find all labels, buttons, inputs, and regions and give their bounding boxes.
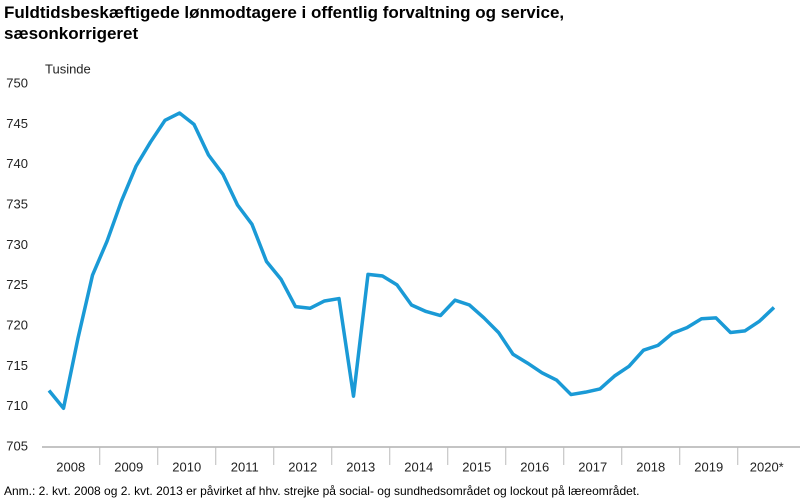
y-tick-label: 735 bbox=[6, 196, 28, 211]
x-tick-label: 2019 bbox=[694, 459, 723, 474]
x-tick-label: 2013 bbox=[346, 459, 375, 474]
x-tick-label: 2018 bbox=[636, 459, 665, 474]
note: Anm.: 2. kvt. 2008 og 2. kvt. 2013 er på… bbox=[4, 484, 640, 498]
y-tick-label: 720 bbox=[6, 317, 28, 332]
y-tick-label: 705 bbox=[6, 438, 28, 453]
y-tick-label: 750 bbox=[6, 75, 28, 90]
y-tick-label: 710 bbox=[6, 398, 28, 413]
x-tick-label: 2010 bbox=[172, 459, 201, 474]
x-tick-label: 2016 bbox=[520, 459, 549, 474]
x-tick-label: 2017 bbox=[578, 459, 607, 474]
x-tick-label: 2012 bbox=[288, 459, 317, 474]
x-tick-label: 2011 bbox=[231, 459, 259, 474]
line-series bbox=[47, 111, 776, 411]
y-axis-label: Tusinde bbox=[45, 61, 91, 76]
y-tick-label: 725 bbox=[6, 277, 28, 292]
y-tick-label: 730 bbox=[6, 237, 28, 252]
x-tick-label: 2008 bbox=[56, 459, 85, 474]
chart-title: Fuldtidsbeskæftigede lønmodtagere i offe… bbox=[4, 3, 565, 43]
x-tick-label: 2020* bbox=[750, 459, 784, 474]
y-tick-label: 745 bbox=[6, 116, 28, 131]
y-tick-label: 740 bbox=[6, 156, 28, 171]
x-tick-label: 2014 bbox=[404, 459, 433, 474]
x-tick-label: 2015 bbox=[462, 459, 491, 474]
x-tick-label: 2009 bbox=[114, 459, 143, 474]
y-tick-label: 715 bbox=[6, 358, 28, 373]
